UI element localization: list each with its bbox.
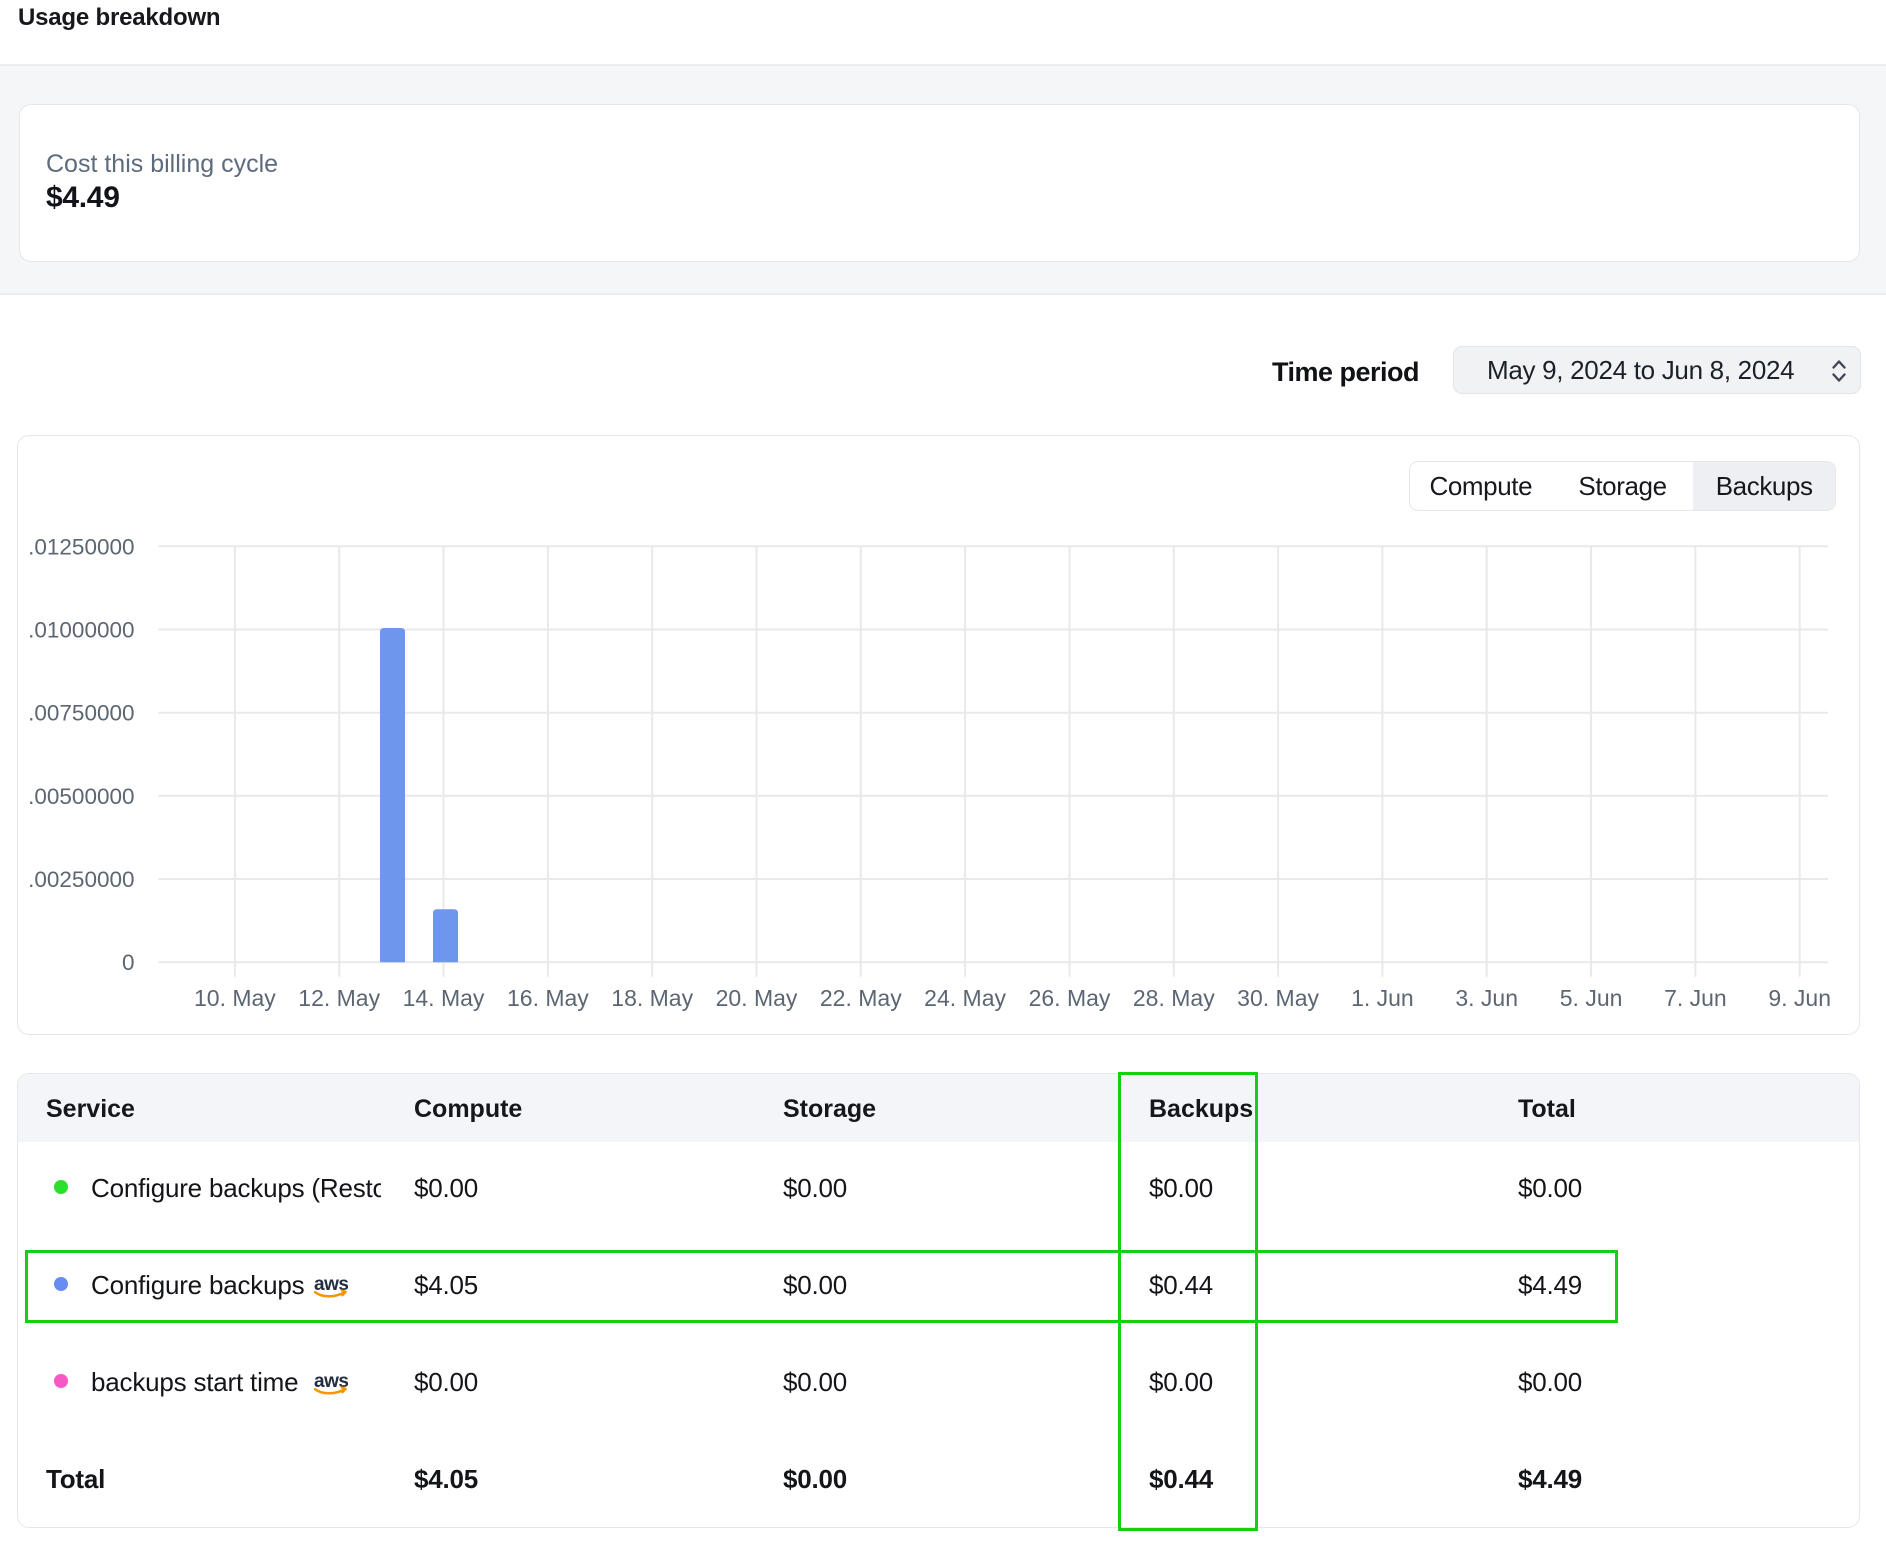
svg-text:18. May: 18. May [611, 985, 693, 1011]
svg-text:5. Jun: 5. Jun [1560, 985, 1623, 1011]
svg-text:3. Jun: 3. Jun [1455, 985, 1518, 1011]
svg-text:30. May: 30. May [1237, 985, 1319, 1011]
svg-text:14. May: 14. May [403, 985, 485, 1011]
svg-text:20. May: 20. May [716, 985, 798, 1011]
svg-text:24. May: 24. May [924, 985, 1006, 1011]
svg-text:aws: aws [314, 1371, 348, 1392]
svg-text:.01000000: .01000000 [28, 618, 134, 643]
svg-text:22. May: 22. May [820, 985, 902, 1011]
svg-text:10. May: 10. May [194, 985, 276, 1011]
svg-text:.00500000: .00500000 [28, 784, 134, 809]
svg-text:16. May: 16. May [507, 985, 589, 1011]
svg-text:aws: aws [314, 1274, 348, 1295]
svg-text:12. May: 12. May [298, 985, 380, 1011]
svg-text:0: 0 [122, 950, 135, 975]
svg-text:7. Jun: 7. Jun [1664, 985, 1727, 1011]
svg-text:26. May: 26. May [1029, 985, 1111, 1011]
svg-text:.00750000: .00750000 [28, 701, 134, 726]
svg-text:.01250000: .01250000 [28, 534, 134, 559]
svg-text:.00250000: .00250000 [28, 867, 134, 892]
svg-text:1. Jun: 1. Jun [1351, 985, 1414, 1011]
svg-text:9. Jun: 9. Jun [1768, 985, 1831, 1011]
svg-text:28. May: 28. May [1133, 985, 1215, 1011]
